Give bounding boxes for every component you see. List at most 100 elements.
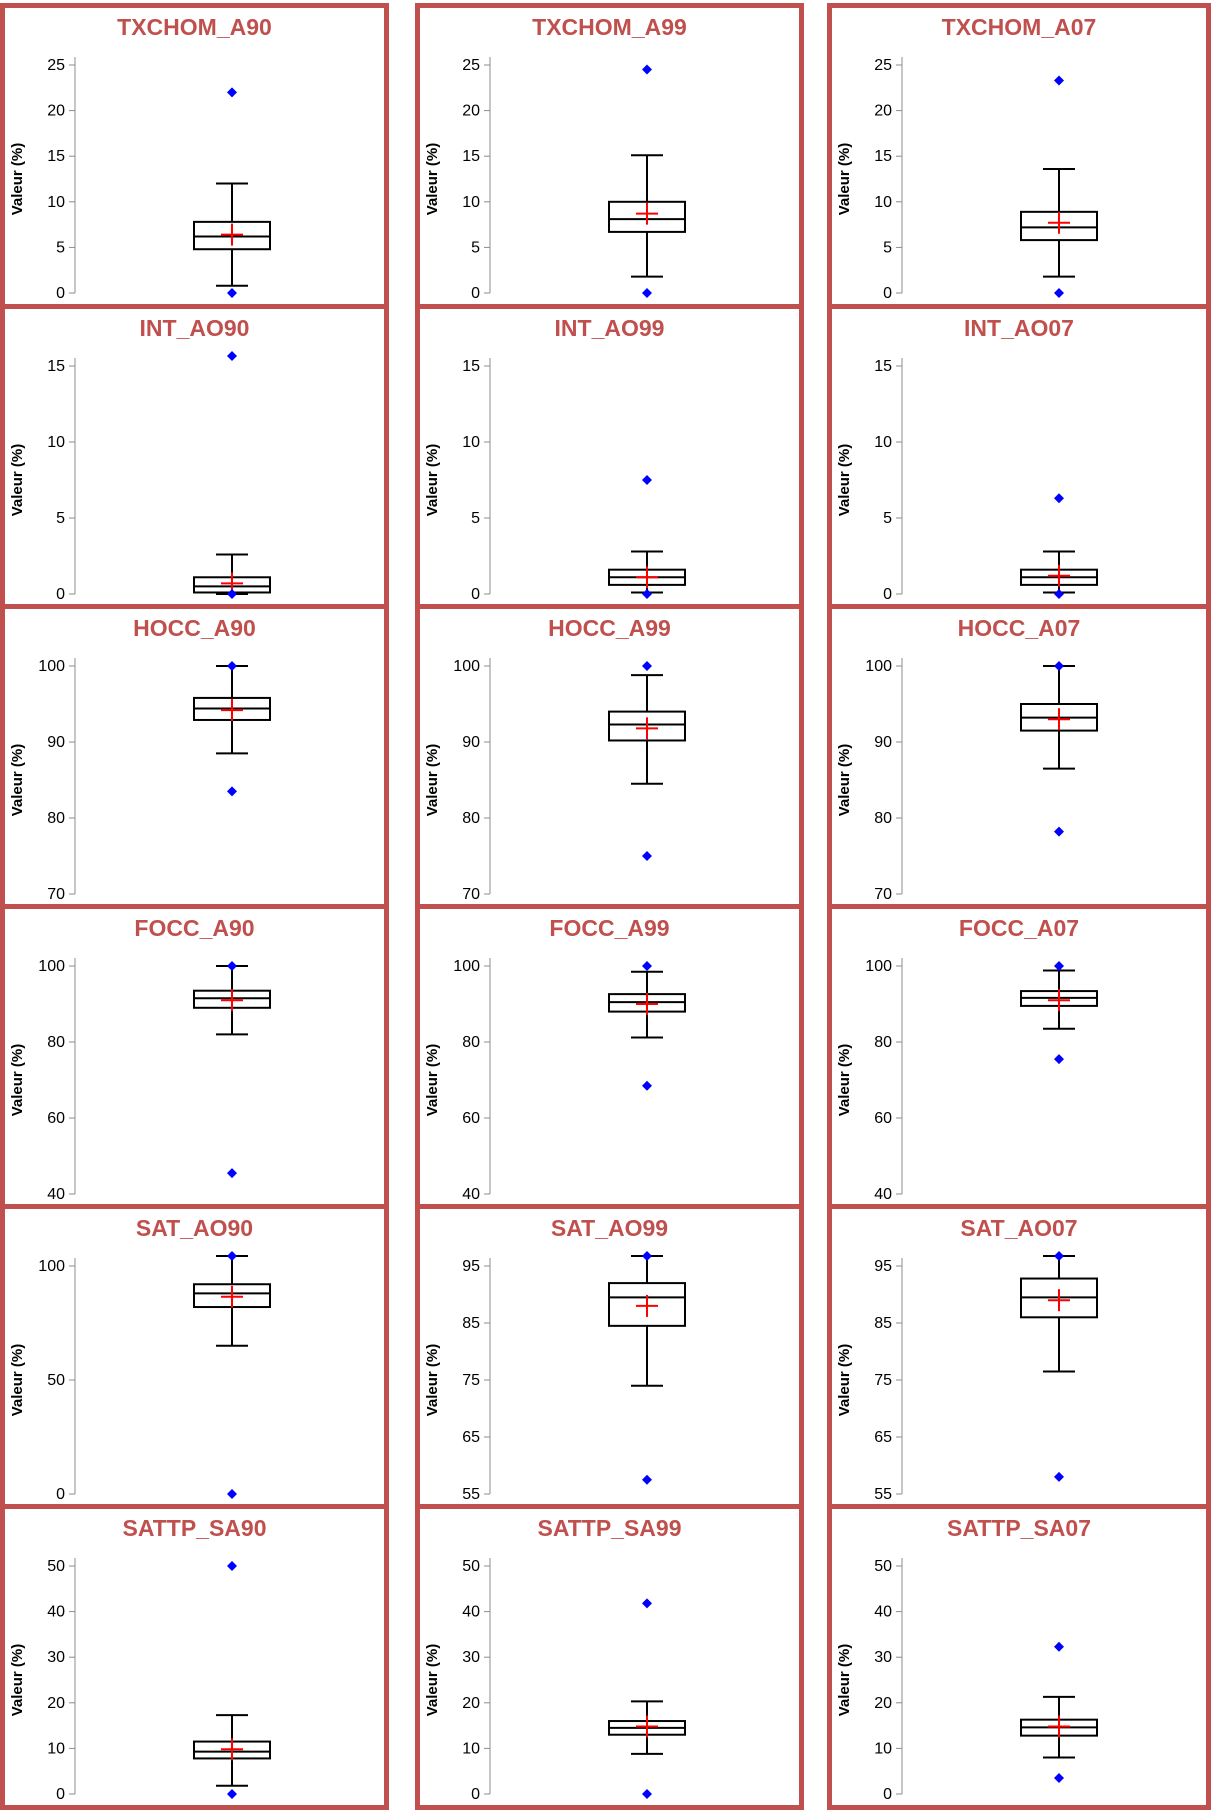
y-tick-label: 25 (462, 57, 480, 74)
boxplot-panel: INT_AO99 Valeur (%) 0 5 10 15 (415, 304, 804, 610)
y-axis-label: Valeur (%) (424, 744, 441, 817)
chart-title: SAT_AO90 (135, 1215, 254, 1241)
y-tick-label: 75 (462, 1372, 480, 1389)
y-tick-label: 80 (47, 810, 65, 827)
y-tick-label: 90 (874, 734, 892, 751)
chart-title: SATTP_SA07 (946, 1515, 1091, 1541)
chart-title: HOCC_A99 (548, 615, 671, 641)
y-tick-label: 100 (38, 958, 65, 975)
outlier-point (1054, 661, 1064, 671)
boxplot-svg: Valeur (%) 0 10 20 30 40 50 (836, 1558, 1098, 1803)
y-tick-label: 95 (462, 1258, 480, 1275)
y-tick-label: 5 (883, 239, 892, 256)
y-tick-label: 70 (462, 886, 480, 903)
y-tick-label: 15 (874, 358, 892, 375)
outlier-point (1054, 1054, 1064, 1065)
y-tick-label: 80 (462, 1034, 480, 1051)
outlier-point (227, 1789, 237, 1799)
y-tick-label: 100 (38, 658, 65, 675)
y-tick-label: 70 (874, 886, 892, 903)
boxplot-svg: Valeur (%) 0 5 10 15 20 25 (836, 57, 1098, 302)
y-tick-label: 20 (874, 1695, 892, 1712)
boxplot-panel: TXCHOM_A90 Valeur (%) 0 5 10 15 20 25 (0, 3, 389, 310)
outlier-point (1054, 961, 1064, 971)
y-tick-label: 40 (47, 1604, 65, 1621)
y-tick-label: 40 (874, 1186, 892, 1203)
y-axis-label: Valeur (%) (836, 1344, 853, 1417)
y-tick-label: 80 (462, 810, 480, 827)
outlier-point (642, 288, 652, 298)
y-axis-label: Valeur (%) (836, 1044, 853, 1117)
y-tick-label: 60 (462, 1110, 480, 1127)
outlier-point (227, 589, 237, 599)
outlier-point (1054, 589, 1064, 599)
y-tick-label: 25 (874, 57, 892, 74)
outlier-point (642, 1474, 652, 1485)
y-tick-label: 50 (47, 1372, 65, 1389)
y-axis-label: Valeur (%) (9, 143, 26, 216)
y-tick-label: 0 (56, 285, 65, 302)
outlier-point (642, 475, 652, 485)
boxplot-panel: HOCC_A99 Valeur (%) 70 80 90 100 (415, 604, 804, 910)
y-axis-label: Valeur (%) (836, 143, 853, 216)
chart-title: HOCC_A07 (957, 615, 1081, 641)
chart-title: TXCHOM_A90 (117, 14, 272, 40)
chart-title: FOCC_A90 (134, 915, 255, 941)
outlier-point (227, 786, 237, 797)
boxplot-svg: Valeur (%) 0 10 20 30 40 50 (9, 1558, 271, 1803)
boxplot-panel: SATTP_SA07 Valeur (%) 0 10 20 30 40 50 (827, 1504, 1211, 1810)
y-tick-label: 30 (874, 1649, 892, 1666)
boxplot-panel: TXCHOM_A99 Valeur (%) 0 5 10 15 20 25 (415, 3, 804, 310)
y-tick-label: 20 (47, 103, 65, 120)
y-tick-label: 95 (874, 1258, 892, 1275)
outlier-point (642, 1789, 652, 1799)
y-tick-label: 50 (47, 1558, 65, 1575)
y-tick-label: 20 (874, 103, 892, 120)
outlier-point (227, 87, 237, 98)
y-tick-label: 15 (462, 358, 480, 375)
boxplot-panel: SAT_AO90 Valeur (%) 0 50 100 (0, 1204, 389, 1510)
y-tick-label: 60 (874, 1110, 892, 1127)
y-tick-label: 10 (462, 434, 480, 451)
boxplot-panel: TXCHOM_A07 Valeur (%) 0 5 10 15 20 25 (827, 3, 1211, 310)
boxplot-panel: SAT_AO07 Valeur (%) 55 65 75 85 95 (827, 1204, 1211, 1510)
y-axis-label: Valeur (%) (424, 1344, 441, 1417)
y-tick-label: 25 (47, 57, 65, 74)
boxplot-svg: Valeur (%) 0 5 10 15 20 25 (9, 57, 271, 302)
boxplot-panel: FOCC_A90 Valeur (%) 40 60 80 100 (0, 904, 389, 1210)
outlier-point (227, 1489, 237, 1499)
chart-title: SAT_AO99 (550, 1215, 669, 1241)
y-axis-label: Valeur (%) (424, 1044, 441, 1117)
boxplot-svg: Valeur (%) 40 60 80 100 (836, 958, 1098, 1203)
outlier-point (227, 961, 237, 971)
y-tick-label: 90 (462, 734, 480, 751)
chart-title: INT_AO07 (964, 315, 1074, 341)
y-tick-label: 70 (47, 886, 65, 903)
boxplot-svg: Valeur (%) 55 65 75 85 95 (836, 1251, 1098, 1503)
boxplot-panel: FOCC_A99 Valeur (%) 40 60 80 100 (415, 904, 804, 1210)
boxplot-panel: SAT_AO99 Valeur (%) 55 65 75 85 95 (415, 1204, 804, 1510)
y-axis-label: Valeur (%) (9, 1044, 26, 1117)
y-tick-label: 90 (47, 734, 65, 751)
y-tick-label: 65 (462, 1429, 480, 1446)
outlier-point (642, 851, 652, 861)
y-axis-label: Valeur (%) (9, 1344, 26, 1417)
y-tick-label: 80 (874, 1034, 892, 1051)
y-tick-label: 10 (874, 1740, 892, 1757)
y-tick-label: 5 (471, 239, 480, 256)
y-tick-label: 0 (883, 586, 892, 603)
y-tick-label: 100 (865, 658, 892, 675)
outlier-point (227, 661, 237, 671)
outlier-point (227, 1168, 237, 1179)
boxplot-panel: HOCC_A07 Valeur (%) 70 80 90 100 (827, 604, 1211, 910)
boxplot-svg: Valeur (%) 40 60 80 100 (424, 958, 686, 1203)
outlier-point (1054, 75, 1064, 86)
y-tick-label: 0 (471, 586, 480, 603)
y-tick-label: 30 (47, 1649, 65, 1666)
y-tick-label: 0 (56, 586, 65, 603)
chart-title: SATTP_SA99 (537, 1515, 682, 1541)
outlier-point (227, 1561, 237, 1571)
outlier-point (642, 961, 652, 971)
y-tick-label: 15 (47, 148, 65, 165)
